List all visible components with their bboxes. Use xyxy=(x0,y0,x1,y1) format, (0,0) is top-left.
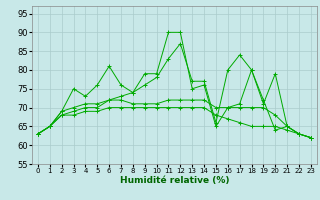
X-axis label: Humidité relative (%): Humidité relative (%) xyxy=(120,176,229,185)
